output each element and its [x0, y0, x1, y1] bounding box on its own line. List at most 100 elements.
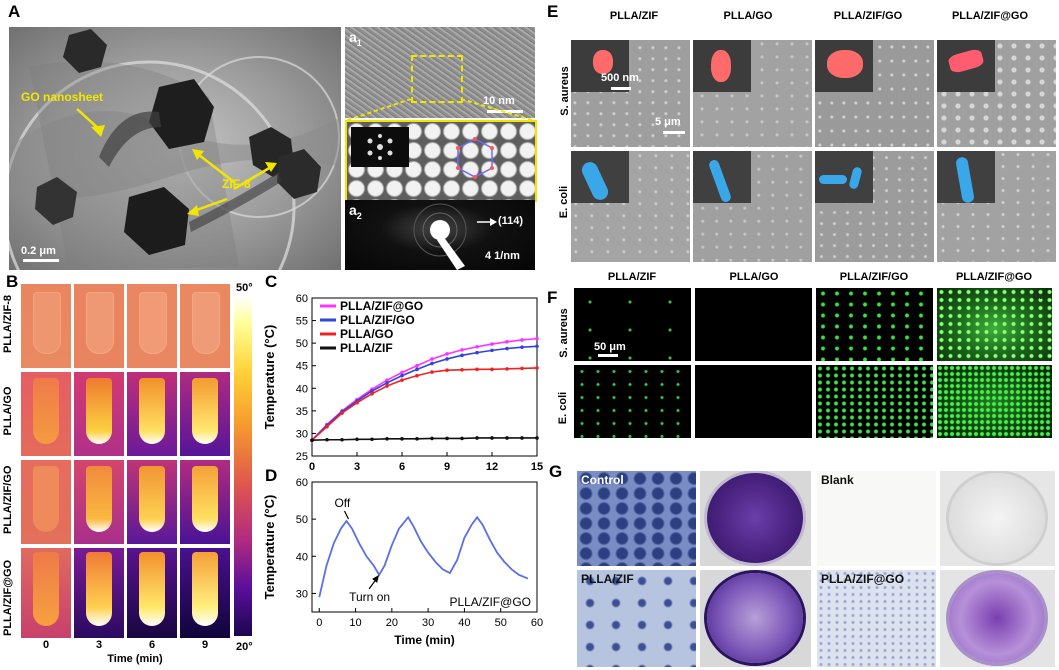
chart-c-ytick-label: 30 [296, 428, 308, 440]
sem-col-label: PLLA/ZIF/GO [833, 10, 903, 22]
thermal-tile [180, 372, 230, 456]
chart-d-annotation-on: Turn on [349, 590, 390, 604]
fluor-speckles [937, 288, 1052, 361]
chart-c-point [310, 438, 314, 442]
thermal-tile [74, 372, 124, 456]
bacteria-shape [827, 50, 863, 78]
sem-scale: 5 μm [655, 116, 681, 128]
tem-drawing [9, 29, 341, 270]
chart-c-point [475, 367, 479, 372]
chart-c-point [385, 381, 389, 385]
chart-d-annotation-off: Off [334, 496, 350, 510]
biofilm-well [940, 471, 1055, 566]
sem-scalebar [663, 131, 685, 134]
a1-zoom-box [411, 55, 463, 103]
thermal-tile [180, 284, 230, 368]
colorbar-min-label: 20° [236, 641, 253, 653]
fluor-tile [816, 288, 933, 361]
thermal-tile [127, 284, 177, 368]
chart-d-ytick-label: 40 [296, 551, 308, 563]
biofilm-micro: PLLA/ZIF [577, 570, 696, 667]
fluor-scalebar [598, 354, 618, 357]
chart-c: 0 3 6 9 12 15 25 30 35 40 45 50 55 60 Temperature (°C)… [262, 293, 543, 473]
zoom-guide-lines [345, 99, 535, 122]
biofilm-micro: PLLA/ZIF@GO [817, 570, 936, 667]
sem-tile [693, 151, 812, 262]
a1-label: a1 [349, 29, 362, 48]
chart-c-point [415, 367, 419, 372]
chart-d-arrowhead-on [372, 574, 380, 583]
sem-inset [815, 151, 873, 203]
chart-c-point [490, 436, 494, 440]
chart-c-point [475, 344, 479, 349]
sem-tile [937, 151, 1056, 262]
thermal-tile [127, 372, 177, 456]
chart-c-point [505, 339, 509, 344]
chart-c-frame [311, 297, 538, 457]
fluor-col-label: PLLA/GO [729, 271, 779, 283]
bacteria-shape [711, 50, 731, 82]
chart-d-frame [311, 481, 538, 613]
biofilm-well [940, 570, 1055, 667]
chart-d-ytick-label: 30 [296, 588, 308, 600]
biofilm-label: Blank [821, 473, 854, 487]
sem-inset-scale: 500 nm [601, 72, 639, 84]
chart-c-point [475, 350, 479, 355]
chart-c-point [535, 366, 539, 370]
chart-c-point [505, 367, 509, 371]
chart-d-series-line [318, 515, 529, 598]
sem-inset-scalebar [611, 87, 631, 90]
chart-c-point [415, 363, 419, 368]
chart-c-ylabel: Temperature (°C) [262, 325, 277, 430]
well-disc [949, 573, 1045, 663]
biofilm-micro: Blank [817, 471, 936, 566]
chart-c-point [490, 342, 494, 346]
panel-letter-d: D [265, 466, 278, 485]
chart-d-xtick-label: 60 [531, 617, 543, 629]
lattice-zoom-image [345, 120, 537, 202]
chart-c-point [430, 436, 434, 441]
chart-c-xtick-label: 6 [399, 461, 405, 473]
sem-col-label: PLLA/ZIF@GO [951, 10, 1029, 22]
thermal-tile [21, 460, 71, 544]
a2-scale: 4 1/nm [485, 250, 520, 262]
thermal-time-label: 9 [201, 639, 209, 651]
chart-d: 0 10 20 30 40 50 60 30 40 50 60 Temperature (°C) Tim… [262, 477, 543, 647]
chart-c-point [415, 373, 419, 378]
chart-c-point [520, 436, 524, 440]
thermal-grid [21, 284, 230, 638]
arrows-overlay [76, 108, 277, 216]
fft-pattern [367, 134, 393, 160]
chart-d-ytick-label: 50 [296, 514, 308, 526]
biofilm-well [700, 570, 811, 667]
well-disc [949, 473, 1045, 563]
thermal-time-label: 6 [148, 639, 156, 651]
fluor-grid: 50 μm 0.: [574, 288, 1052, 438]
chart-c-point [370, 437, 374, 442]
sem-tile [815, 151, 934, 262]
chart-c-point [340, 411, 344, 415]
bacteria-shape [848, 166, 863, 190]
fluor-tile [695, 288, 812, 361]
panel-letter-e: E [547, 2, 559, 21]
sem-inset [571, 40, 629, 92]
sem-inset [815, 40, 873, 92]
panel-letter-f: F [547, 288, 558, 307]
thermal-xlabel: Time (min) [107, 653, 163, 665]
chart-d-ylabel: Temperature (°C) [262, 495, 277, 600]
sem-grid: 500 nm 5 μm [571, 40, 1056, 262]
chart-d-xlabel: Time (min) [394, 633, 454, 647]
chart-c-ytick-label: 60 [296, 293, 308, 305]
chart-c-point [385, 384, 389, 388]
chart-d-xtick-label: 0 [316, 617, 322, 629]
bacteria-shape [955, 156, 975, 204]
sem-inset [693, 40, 751, 92]
a1-scale: 10 nm [483, 95, 515, 107]
saed-a2-image: a2 (114) 4 1/nm [345, 200, 535, 270]
thermal-tile [127, 548, 177, 638]
fluor-tile [816, 365, 933, 438]
thermal-row-label: PLLA/GO [2, 386, 14, 436]
chart-c-legend-label: PLLA/GO [340, 327, 393, 341]
chart-c-xtick-label: 0 [309, 461, 315, 473]
chart-c-point [535, 436, 539, 440]
